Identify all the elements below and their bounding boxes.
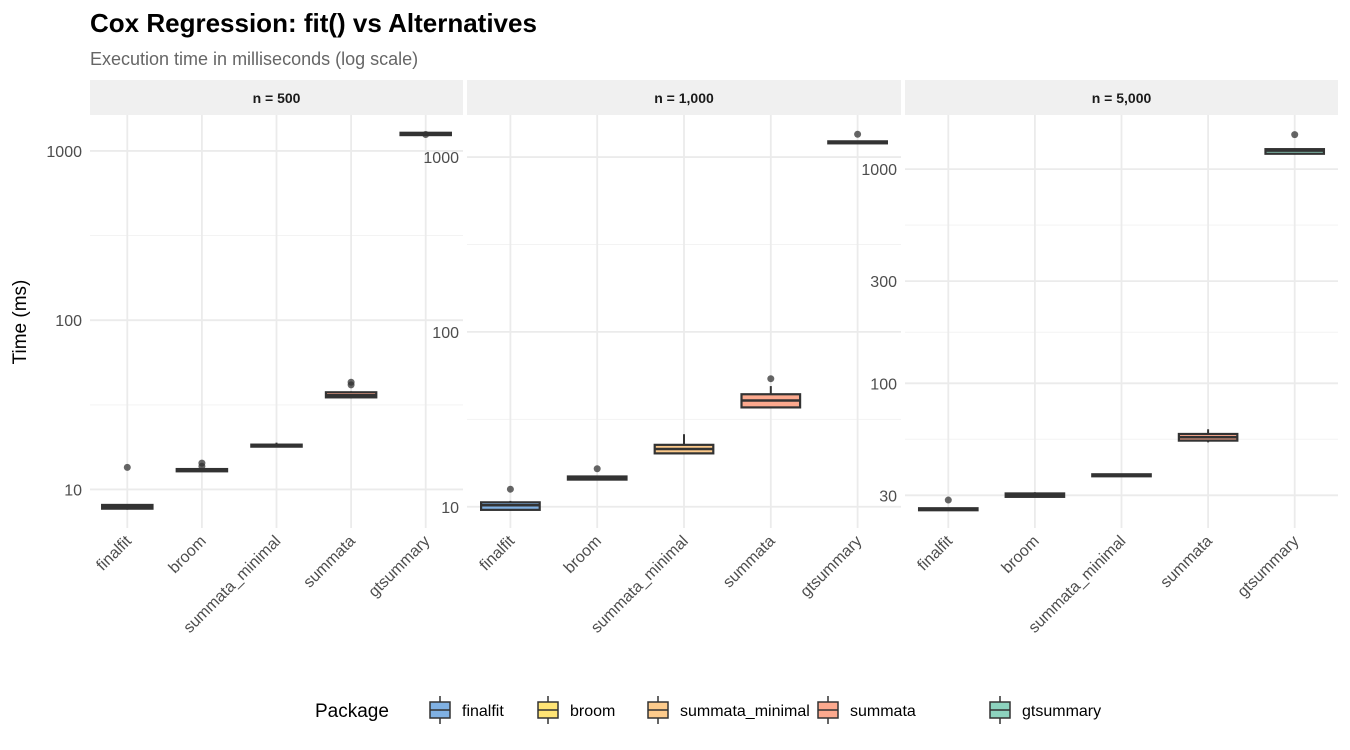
- x-tick-label: broom: [999, 533, 1043, 577]
- outlier-point: [123, 463, 131, 471]
- legend: Package finalfit broom summata_minimal summ…: [315, 696, 1101, 724]
- box-finalfit: [917, 496, 979, 512]
- box-finalfit: [480, 485, 541, 511]
- chart-title: Cox Regression: fit() vs Alternatives: [90, 8, 537, 38]
- box-gtsummary: [399, 131, 452, 139]
- legend-label: summata_minimal: [680, 703, 810, 720]
- y-tick-label: 10: [441, 500, 459, 517]
- x-tick-label: summata: [300, 533, 359, 592]
- box-summata: [740, 375, 802, 409]
- box-broom: [1004, 492, 1066, 498]
- legend-key-summata: [817, 696, 839, 724]
- box-gtsummary: [1264, 131, 1326, 155]
- y-tick-label: 30: [879, 488, 897, 505]
- outlier-point: [506, 485, 514, 493]
- outlier-point: [944, 496, 952, 504]
- y-tick-label: 10: [64, 482, 82, 499]
- y-tick-label: 1000: [423, 150, 459, 167]
- outlier-point: [767, 375, 775, 383]
- outlier-point: [347, 378, 355, 386]
- x-tick-label: summata_minimal: [1026, 533, 1130, 637]
- box-broom: [175, 459, 229, 473]
- chart-subtitle: Execution time in milliseconds (log scal…: [90, 49, 418, 69]
- y-tick-label: 100: [55, 313, 82, 330]
- box-summata: [324, 378, 378, 399]
- legend-label: summata: [850, 703, 916, 720]
- legend-label: gtsummary: [1022, 703, 1101, 720]
- x-tick-label: gtsummary: [1235, 533, 1303, 601]
- x-tick-label: summata: [720, 533, 779, 592]
- panel-2: n = 1,000 10 100 1000 finalfit broomsummata_m…: [423, 80, 901, 637]
- y-tick-label: 1000: [861, 162, 897, 179]
- box-summata_minimal: [250, 442, 303, 448]
- facet-label: n = 5,000: [1092, 90, 1152, 106]
- legend-key-finalfit: [429, 696, 451, 724]
- x-tick-label: broom: [561, 533, 605, 577]
- y-axis-label: Time (ms): [10, 280, 31, 365]
- x-tick-label: gtsummary: [366, 533, 434, 601]
- x-tick-label: finalfit: [94, 532, 136, 574]
- y-tick-label: 100: [870, 376, 897, 393]
- outlier-point: [422, 131, 430, 139]
- legend-key-broom: [537, 696, 559, 724]
- facet-label: n = 1,000: [654, 90, 714, 106]
- facet-strip: [90, 80, 463, 115]
- x-tick-label: broom: [166, 533, 210, 577]
- box-summata: [1177, 429, 1239, 443]
- x-tick-label: finalfit: [477, 532, 519, 574]
- x-tick-label: finalfit: [915, 532, 957, 574]
- legend-key-summata_minimal: [647, 696, 669, 724]
- box-gtsummary: [827, 130, 888, 145]
- x-tick-label: gtsummary: [797, 533, 865, 601]
- legend-title: Package: [315, 701, 389, 722]
- legend-key-gtsummary: [989, 696, 1011, 724]
- outlier-point: [593, 465, 601, 473]
- legend-label: broom: [570, 703, 615, 720]
- y-tick-label: 100: [432, 325, 459, 342]
- y-tick-label: 300: [870, 274, 897, 291]
- facet-strip: [905, 80, 1338, 115]
- box-broom: [566, 465, 628, 481]
- box-summata_minimal: [1091, 473, 1152, 478]
- legend-label: finalfit: [462, 703, 504, 720]
- outlier-point: [1291, 131, 1299, 139]
- x-tick-label: summata_minimal: [588, 533, 692, 637]
- facet-label: n = 500: [253, 90, 301, 106]
- box-finalfit: [101, 463, 154, 510]
- outlier-point: [198, 459, 206, 467]
- y-tick-label: 1000: [46, 144, 82, 161]
- outlier-point: [854, 130, 862, 138]
- facet-strip: [467, 80, 901, 115]
- box-summata_minimal: [653, 434, 715, 455]
- x-tick-label: summata: [1157, 533, 1216, 592]
